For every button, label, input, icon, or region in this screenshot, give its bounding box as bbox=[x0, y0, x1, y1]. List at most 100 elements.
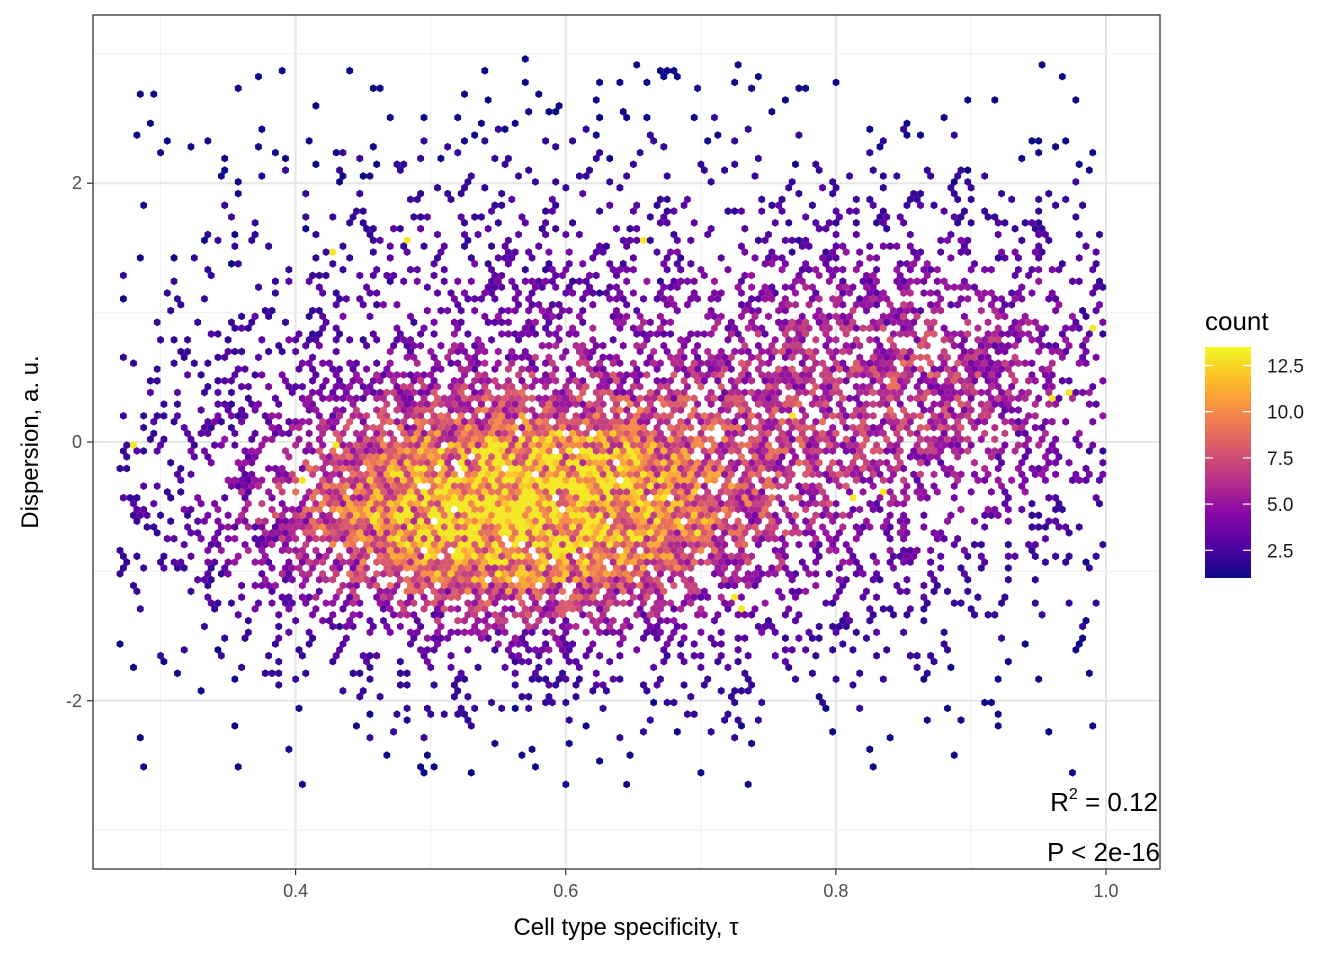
hex-cell bbox=[599, 248, 607, 256]
hex-cell bbox=[552, 224, 560, 233]
hex-cell bbox=[802, 517, 809, 526]
hex-cell bbox=[886, 406, 894, 414]
hex-cell bbox=[248, 400, 256, 409]
hex-cell bbox=[1089, 148, 1097, 157]
hex-cell bbox=[825, 265, 833, 274]
hex-cell bbox=[221, 376, 229, 385]
hex-cell bbox=[494, 394, 502, 403]
hex-cell bbox=[393, 324, 401, 332]
hex-cell bbox=[765, 417, 772, 426]
hex-cell bbox=[1059, 376, 1066, 385]
hex-cell bbox=[815, 458, 823, 467]
hex-cell bbox=[579, 259, 587, 268]
hex-cell bbox=[927, 417, 934, 426]
hex-cell bbox=[633, 610, 641, 619]
hex-cell bbox=[852, 464, 860, 473]
hex-cell bbox=[876, 213, 884, 221]
hex-cell bbox=[278, 569, 286, 578]
hex-cell bbox=[984, 610, 992, 619]
hex-cell bbox=[849, 283, 857, 292]
hex-cell bbox=[785, 464, 793, 473]
hex-cell bbox=[839, 394, 847, 403]
hex-cell bbox=[623, 546, 630, 555]
hex-cell bbox=[633, 458, 641, 467]
hex-cell bbox=[795, 493, 803, 502]
hex-cell bbox=[670, 581, 678, 590]
hex-cell bbox=[775, 470, 782, 479]
hexbin-cells bbox=[116, 55, 1107, 789]
hex-cell bbox=[1072, 388, 1080, 397]
hex-cell bbox=[1055, 394, 1063, 403]
hex-cell bbox=[221, 154, 229, 163]
hex-cell bbox=[322, 552, 330, 561]
hex-cell bbox=[542, 218, 549, 227]
hex-cell bbox=[1042, 464, 1049, 473]
hex-cell bbox=[481, 546, 489, 555]
hex-cell bbox=[677, 523, 685, 531]
hex-cell bbox=[684, 581, 691, 590]
hex-cell bbox=[606, 505, 614, 514]
hex-cell bbox=[623, 476, 630, 485]
hex-cell bbox=[609, 581, 617, 590]
hex-cell bbox=[255, 447, 262, 455]
hex-cell bbox=[1035, 230, 1043, 239]
hex-cell bbox=[751, 569, 759, 578]
hex-cell bbox=[734, 388, 742, 397]
hex-cell bbox=[336, 178, 343, 186]
hex-cell bbox=[434, 593, 441, 602]
hex-cell bbox=[795, 189, 803, 198]
hex-cell bbox=[677, 406, 685, 414]
hex-cell bbox=[903, 412, 911, 420]
hex-cell bbox=[228, 213, 235, 221]
hex-cell bbox=[964, 388, 972, 397]
hex-cell bbox=[1031, 599, 1039, 607]
hex-cell bbox=[660, 517, 668, 526]
hex-cell bbox=[866, 125, 874, 134]
hex-cell bbox=[852, 476, 860, 485]
hex-cell bbox=[130, 511, 137, 520]
hex-cell bbox=[859, 300, 867, 309]
hex-cell bbox=[1075, 254, 1083, 262]
hex-cell bbox=[467, 429, 475, 438]
hex-cell bbox=[312, 558, 320, 566]
hex-cell bbox=[913, 382, 921, 391]
hex-cell bbox=[444, 423, 451, 432]
hex-cell bbox=[657, 488, 664, 496]
hex-cell bbox=[1048, 382, 1056, 391]
hex-cell bbox=[711, 616, 718, 625]
hex-cell bbox=[957, 435, 965, 444]
hex-cell bbox=[859, 324, 867, 332]
hex-cell bbox=[349, 575, 357, 584]
hex-cell bbox=[927, 289, 934, 297]
hex-cell bbox=[940, 406, 948, 414]
hex-cell bbox=[420, 371, 428, 379]
hex-cell bbox=[700, 517, 708, 526]
hex-cell bbox=[765, 230, 772, 239]
hex-cell bbox=[153, 365, 161, 373]
hex-cell bbox=[505, 259, 512, 268]
hex-cell bbox=[988, 335, 995, 344]
hex-cell bbox=[234, 178, 242, 186]
hex-cell bbox=[687, 564, 695, 572]
hex-cell bbox=[295, 423, 303, 432]
hex-cell bbox=[133, 552, 141, 561]
hex-cell bbox=[359, 452, 367, 461]
hex-cell bbox=[528, 417, 536, 426]
hex-cell bbox=[832, 593, 840, 602]
hex-cell bbox=[1096, 277, 1103, 286]
hex-cell bbox=[643, 569, 651, 578]
hex-cell bbox=[761, 259, 769, 268]
hex-cell bbox=[589, 300, 597, 309]
hex-cell bbox=[315, 505, 323, 514]
hex-cell bbox=[653, 599, 661, 607]
hex-cell bbox=[420, 441, 428, 449]
hex-cell bbox=[667, 318, 674, 327]
hex-cell bbox=[667, 517, 674, 526]
hex-cell bbox=[315, 341, 323, 350]
hex-cell bbox=[1069, 394, 1076, 403]
hex-cell bbox=[609, 546, 617, 555]
hex-cell bbox=[555, 452, 563, 461]
hex-cell bbox=[711, 499, 718, 508]
hex-cell bbox=[795, 131, 803, 139]
hex-cell bbox=[869, 610, 877, 619]
